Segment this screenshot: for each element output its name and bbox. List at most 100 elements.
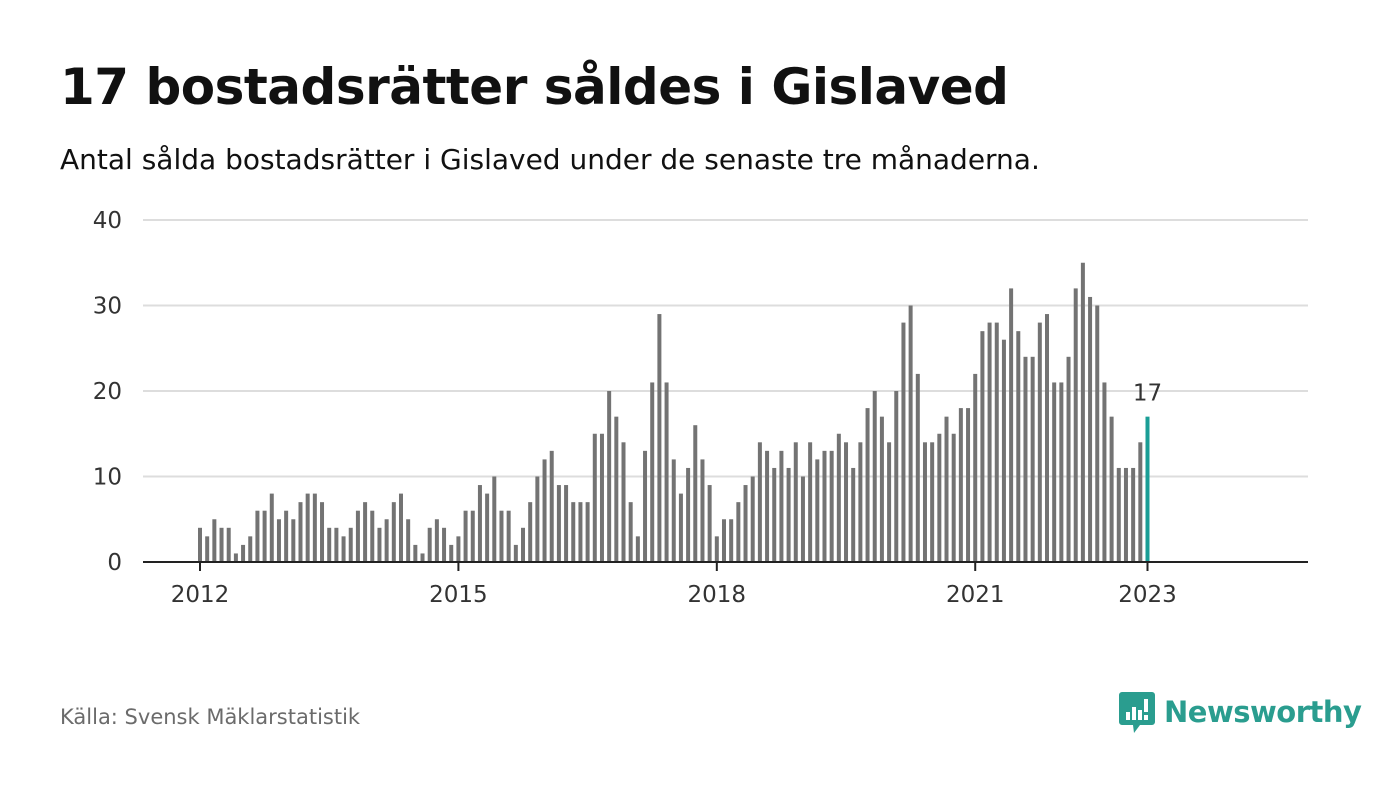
bar — [714, 536, 719, 562]
page-title: 17 bostadsrätter såldes i Gislaved — [60, 58, 1009, 116]
y-tick-label: 0 — [107, 550, 122, 576]
bar — [420, 553, 425, 562]
bar — [922, 442, 927, 562]
bar — [858, 442, 863, 562]
bar — [377, 527, 382, 562]
x-tick-label: 2012 — [171, 582, 230, 608]
y-tick-label: 30 — [93, 294, 122, 320]
bar — [470, 510, 475, 562]
bar — [269, 493, 274, 562]
bar — [836, 433, 841, 562]
bar — [915, 373, 920, 562]
bar — [363, 502, 368, 562]
bar — [1030, 356, 1035, 562]
bar — [477, 485, 482, 562]
bar — [434, 519, 439, 562]
bar — [291, 519, 296, 562]
bar — [592, 433, 597, 562]
bar — [1009, 288, 1014, 562]
bar — [800, 476, 805, 562]
bar — [1016, 331, 1021, 562]
bar — [456, 536, 461, 562]
bar — [320, 502, 325, 562]
bar — [528, 502, 533, 562]
bar — [879, 416, 884, 562]
bar — [262, 510, 267, 562]
y-tick-label: 20 — [93, 379, 122, 405]
bar — [348, 527, 353, 562]
bar — [513, 544, 518, 562]
bar — [521, 527, 526, 562]
bar — [585, 502, 590, 562]
bar — [571, 502, 576, 562]
bar — [736, 502, 741, 562]
bar — [1066, 356, 1071, 562]
bar — [614, 416, 619, 562]
bar — [743, 485, 748, 562]
bar — [341, 536, 346, 562]
bar — [485, 493, 490, 562]
bar — [1095, 305, 1100, 562]
y-tick-label: 40 — [93, 208, 122, 234]
bar — [987, 322, 992, 562]
bar — [808, 442, 813, 562]
bar — [729, 519, 734, 562]
bar — [492, 476, 497, 562]
bar — [535, 476, 540, 562]
bar — [413, 544, 418, 562]
bar — [542, 459, 547, 562]
bar — [284, 510, 289, 562]
bar — [248, 536, 253, 562]
bar — [815, 459, 820, 562]
bar — [1123, 467, 1128, 562]
x-tick-label: 2015 — [429, 582, 488, 608]
bar — [894, 391, 899, 562]
bar — [226, 527, 231, 562]
bar — [628, 502, 633, 562]
bar — [427, 527, 432, 562]
bar — [391, 502, 396, 562]
bar — [937, 433, 942, 562]
bar — [980, 331, 985, 562]
bar — [599, 433, 604, 562]
bar — [1059, 382, 1064, 562]
bar — [205, 536, 210, 562]
bar — [449, 544, 454, 562]
bar — [671, 459, 676, 562]
bar — [822, 450, 827, 562]
bar — [406, 519, 411, 562]
bar — [1080, 262, 1085, 562]
bar — [1116, 467, 1121, 562]
bar — [499, 510, 504, 562]
newsworthy-logo[interactable]: Newsworthy — [1118, 690, 1362, 734]
bar-chart: 0 10 20 30 40 2012 2015 2018 2021 2023 17 — [93, 208, 1308, 608]
bar — [750, 476, 755, 562]
bar — [958, 408, 963, 562]
bar — [973, 373, 978, 562]
bar — [994, 322, 999, 562]
x-tick-label: 2018 — [688, 582, 747, 608]
bar — [233, 553, 238, 562]
bar — [707, 485, 712, 562]
bar — [930, 442, 935, 562]
bar — [872, 391, 877, 562]
bar — [255, 510, 260, 562]
bar — [657, 314, 662, 562]
bar — [607, 391, 612, 562]
bar — [212, 519, 217, 562]
bar — [312, 493, 317, 562]
bar — [241, 544, 246, 562]
bar — [865, 408, 870, 562]
bar — [506, 510, 511, 562]
bar — [1109, 416, 1114, 562]
bar — [1102, 382, 1107, 562]
bar — [700, 459, 705, 562]
page-subtitle: Antal sålda bostadsrätter i Gislaved und… — [60, 143, 1040, 176]
bar — [327, 527, 332, 562]
bar — [1037, 322, 1042, 562]
bar — [686, 467, 691, 562]
bar — [901, 322, 906, 562]
highlight-value-label: 17 — [1133, 381, 1162, 407]
newsworthy-logo-icon — [1119, 692, 1155, 733]
bar — [829, 450, 834, 562]
